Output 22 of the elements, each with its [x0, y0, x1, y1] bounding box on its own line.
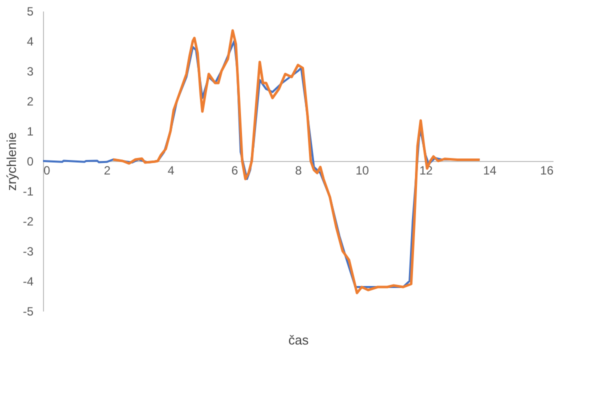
x-tick-label: 14: [483, 164, 497, 178]
y-axis-title: zrýchlenie: [4, 132, 19, 191]
y-tick-label: 2: [26, 94, 34, 108]
y-tick-label: -5: [22, 304, 34, 318]
x-tick-label: 4: [168, 164, 175, 178]
x-tick-label: 6: [231, 164, 238, 178]
x-tick-label: 16: [540, 164, 554, 178]
y-tick-label: 4: [26, 34, 34, 48]
y-tick-label: 1: [26, 124, 34, 138]
line-series: [112, 29, 481, 294]
x-tick-label: 10: [356, 164, 370, 178]
y-tick-label: -3: [22, 244, 34, 258]
y-tick-label: 0: [26, 154, 34, 168]
x-axis-title: čas: [288, 332, 310, 348]
x-tick-label: 8: [295, 164, 302, 178]
y-tick-label: 3: [26, 64, 34, 78]
y-tick-label: -2: [22, 214, 34, 228]
y-tick-label: -4: [22, 274, 34, 288]
y-tick-label: 5: [26, 4, 34, 18]
x-tick-label: 0: [44, 164, 50, 178]
y-tick-label: -1: [22, 184, 34, 198]
x-tick-label: 2: [104, 164, 111, 178]
